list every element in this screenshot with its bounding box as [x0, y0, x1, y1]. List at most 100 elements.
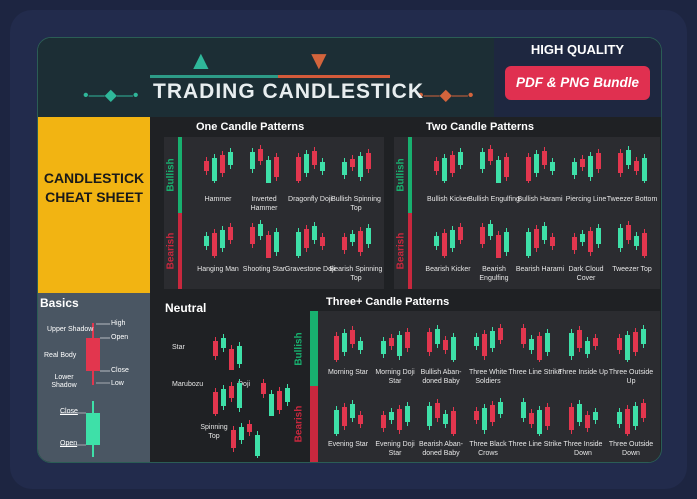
- cheat-title: CANDLESTICK CHEAT SHEET: [43, 170, 145, 205]
- pattern-label-bearish-engulfing: Bearish Engulfing: [479, 266, 509, 282]
- ornament-left-icon: •—◆—•: [83, 87, 139, 104]
- side-bar-bull-two: [408, 137, 412, 213]
- side-bar-bear-two: [408, 213, 412, 289]
- label-real-body: Real Body: [44, 352, 77, 359]
- pattern-label-bullish-aban-doned-baby: Bullish Aban- doned Baby: [420, 369, 462, 385]
- pattern-label-dark-cloud-cover: Dark Cloud Cover: [568, 266, 604, 282]
- neutral-label-marubozu: Marubozu: [172, 381, 204, 388]
- candles-icon: [526, 222, 555, 258]
- pattern-label-morning-star: Morning Star: [327, 369, 369, 376]
- bundle-button[interactable]: PDF & PNG Bundle: [505, 66, 650, 100]
- side-bearish-two: Bearish: [394, 213, 408, 289]
- header-divider-accent: [278, 75, 390, 78]
- side-label-bearish: Bearish: [395, 232, 407, 270]
- pattern-label-tweezer-top: Tweezer Top: [612, 266, 652, 273]
- pattern-label-three-black-crows: Three Black Crows: [469, 441, 507, 457]
- candles-icon: [521, 398, 550, 436]
- candles-icon: [342, 149, 371, 181]
- label-open: Open: [111, 334, 129, 341]
- page-title: TRADING CANDLESTICK: [153, 80, 424, 103]
- label-open-2: Open: [60, 440, 78, 447]
- pattern-label-hammer: Hammer: [204, 196, 232, 203]
- neutral-label-spinning-top: Spinning Top: [200, 424, 228, 440]
- candles-icon: [434, 223, 463, 258]
- candles-icon: [474, 324, 503, 360]
- candles-icon: [427, 325, 456, 362]
- side-bearish-one: Bearish: [164, 213, 178, 289]
- candles-icon: [231, 420, 260, 458]
- candles-icon: [334, 326, 363, 362]
- pattern-label-three-inside-down: Three Inside Down: [563, 441, 603, 457]
- candles-icon: [381, 402, 410, 434]
- side-bar-bear-one: [178, 213, 182, 289]
- candles-icon: [480, 220, 509, 258]
- pattern-label-piercing-line: Piercing Line: [565, 196, 607, 203]
- label-high: High: [111, 320, 126, 327]
- pattern-label-dragonfly-doji: Dragonfly Doji: [288, 196, 332, 203]
- pattern-label-bearish-aban-doned-baby: Bearish Aban- doned Baby: [419, 441, 463, 457]
- candles-icon: [617, 399, 646, 436]
- pattern-label-three-inside-up: Three Inside Up: [558, 369, 608, 376]
- candles-icon: [618, 221, 647, 258]
- side-bullish-one: Bullish: [164, 137, 178, 213]
- pattern-label-shooting-star: Shooting Star: [242, 266, 286, 273]
- candles-icon: [296, 222, 325, 258]
- pattern-label-inverted-hammer: Inverted Hammer: [250, 196, 278, 212]
- pattern-label-bullish-spinning-top: Bullish Spinning Top: [331, 196, 381, 212]
- basics-panel: Basics Upper Shadow High Open Real Body …: [38, 293, 150, 462]
- candles-icon: [342, 224, 371, 256]
- ornament-right-icon: •—◆—•: [418, 87, 474, 104]
- candles-icon: [250, 145, 279, 183]
- pattern-label-bearish-spinning-top: Bearish Spinning Top: [329, 266, 383, 282]
- candles-icon: [261, 379, 290, 416]
- candles-icon: [474, 398, 503, 434]
- side-bullish-two: Bullish: [394, 137, 408, 213]
- header-banner: ▲ ▼ •—◆—• •—◆—• TRADING CANDLESTICK: [38, 38, 494, 117]
- pattern-label-three-white-soldiers: Three White Soldiers: [468, 369, 508, 385]
- label-close: Close: [111, 367, 129, 374]
- candles-icon: [204, 223, 233, 258]
- pattern-label-gravestone-doji: Gravestone Doji: [284, 266, 336, 273]
- section-title-one: One Candle Patterns: [196, 121, 305, 133]
- pattern-label-bullish-kicker: Bullish Kicker: [426, 196, 469, 203]
- pattern-label-three-outside-down: Three Outside Down: [608, 441, 654, 457]
- neutral-label-doji: Doji: [238, 381, 251, 388]
- cheat-sheet: ▲ ▼ •—◆—• •—◆—• TRADING CANDLESTICK HIGH…: [37, 37, 662, 463]
- pattern-label-bearish-harami: Bearish Harami: [515, 266, 565, 273]
- candles-icon: [213, 379, 242, 416]
- pattern-label-hanging-man: Hanging Man: [197, 266, 239, 273]
- basics-title: Basics: [40, 296, 79, 310]
- candles-icon: [427, 399, 456, 436]
- label-low: Low: [111, 380, 124, 387]
- side-label-bearish: Bearish: [165, 232, 177, 270]
- pattern-label-bullish-engulfing: Bullish Engulfing: [468, 196, 520, 203]
- pattern-label-three-outside-up: Three Outside Up: [608, 369, 654, 385]
- candles-icon: [521, 324, 550, 362]
- bear-icon: ▼: [306, 45, 332, 75]
- pattern-label-bearish-kicker: Bearish Kicker: [425, 266, 471, 273]
- pattern-label-evening-doji-star: Evening Doji Star: [375, 441, 415, 457]
- side-label-bullish: Bullish: [395, 158, 407, 192]
- basics-diagram: [60, 323, 110, 457]
- section-title-three: Three+ Candle Patterns: [326, 296, 450, 308]
- side-bar-bull-one: [178, 137, 182, 213]
- header-divider: [150, 75, 390, 78]
- bull-icon: ▲: [188, 45, 214, 75]
- pattern-label-morning-doji-star: Morning Doji Star: [375, 369, 415, 385]
- candles-icon: [250, 220, 279, 258]
- neutral-label-star: Star: [172, 344, 185, 351]
- candles-icon: [569, 326, 598, 360]
- candles-icon: [334, 400, 363, 436]
- section-title-two: Two Candle Patterns: [426, 121, 534, 133]
- candles-icon: [204, 148, 233, 183]
- candles-icon: [617, 325, 646, 362]
- candles-icon: [618, 146, 647, 183]
- candles-icon: [526, 147, 555, 183]
- candles-icon: [572, 149, 601, 181]
- label-close-2: Close: [60, 408, 78, 415]
- label-upper-shadow: Upper Shadow: [47, 326, 94, 333]
- candles-icon: [434, 148, 463, 183]
- promo-panel: HIGH QUALITY PDF & PNG Bundle: [494, 38, 661, 117]
- candles-icon: [381, 328, 410, 360]
- side-bar-bull-three: [310, 311, 318, 386]
